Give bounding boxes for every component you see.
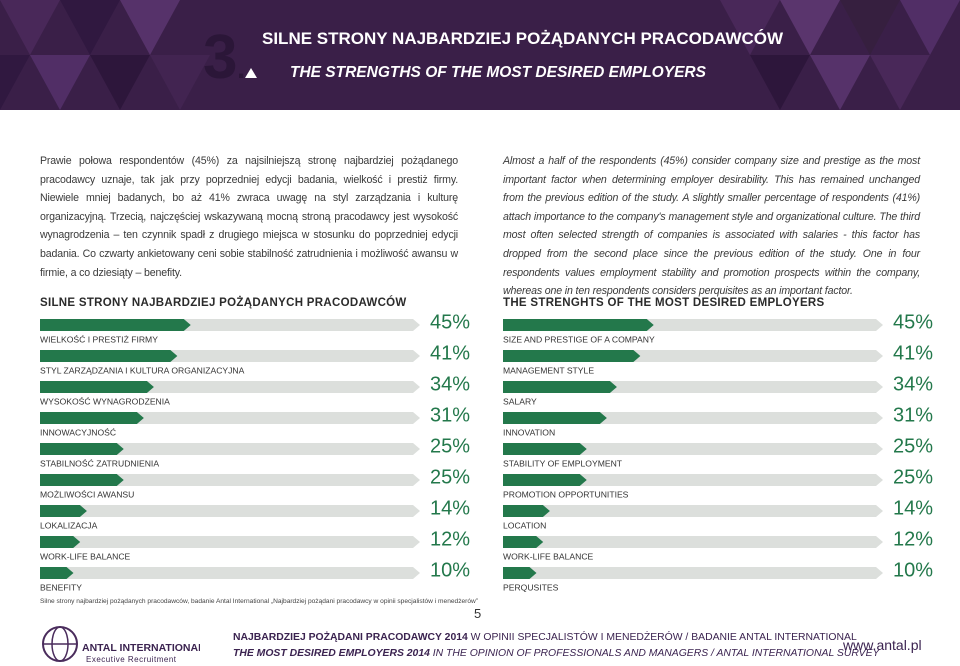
- title-en: THE STRENGTHS OF THE MOST DESIRED EMPLOY…: [290, 64, 707, 81]
- bar-track: [503, 505, 883, 517]
- bar-track: [40, 536, 420, 548]
- category-label: PERQUSITES: [503, 582, 559, 592]
- bar: [40, 474, 124, 486]
- value-label: 25%: [430, 466, 470, 488]
- value-label: 34%: [430, 373, 470, 395]
- value-label: 10%: [893, 559, 933, 581]
- footer-pl-bold: NAJBARDZIEJ POŻĄDANI PRACODAWCY 2014: [233, 632, 468, 643]
- bar: [503, 381, 617, 393]
- category-label: INNOVATION: [503, 427, 555, 437]
- category-label: SALARY: [503, 396, 537, 406]
- value-label: 12%: [893, 528, 933, 550]
- value-label: 10%: [430, 559, 470, 581]
- bar-chart: SILNE STRONY NAJBARDZIEJ POŻĄDANYCH PRAC…: [40, 296, 470, 592]
- category-label: STABILNOŚĆ ZATRUDNIENIA: [40, 457, 159, 468]
- chart-title: THE STRENGHTS OF THE MOST DESIRED EMPLOY…: [503, 297, 825, 309]
- value-label: 31%: [430, 404, 470, 426]
- bar: [503, 443, 587, 455]
- header-banner: 3 . SILNE STRONY NAJBARDZIEJ POŻĄDANYCH …: [0, 0, 960, 110]
- footer-pl-rest: W OPINII SPECJALISTÓW I MENEDŻERÓW / BAD…: [467, 632, 857, 643]
- bar: [40, 412, 144, 424]
- category-label: BENEFITY: [40, 582, 82, 592]
- value-label: 25%: [893, 435, 933, 457]
- category-label: WORK-LIFE BALANCE: [40, 551, 131, 561]
- value-label: 41%: [893, 342, 933, 364]
- triangle-icon: [245, 68, 257, 78]
- bar: [40, 536, 81, 548]
- category-label: WIELKOŚĆ I PRESTIŻ FIRMY: [40, 333, 158, 344]
- bar: [503, 536, 544, 548]
- bar-track: [40, 474, 420, 486]
- value-label: 12%: [430, 528, 470, 550]
- logo: ANTAL INTERNATIONAL Executive Recruitmen…: [42, 626, 200, 664]
- bar: [503, 319, 654, 331]
- category-label: STABILITY OF EMPLOYMENT: [503, 458, 623, 468]
- footer-line-en: THE MOST DESIRED EMPLOYERS 2014 IN THE O…: [233, 648, 879, 659]
- value-label: 14%: [430, 497, 470, 519]
- bar-track: [503, 474, 883, 486]
- value-label: 25%: [893, 466, 933, 488]
- value-label: 31%: [893, 404, 933, 426]
- banner-pattern: [0, 0, 960, 110]
- bar: [503, 505, 550, 517]
- bar: [40, 350, 178, 362]
- title-pl: SILNE STRONY NAJBARDZIEJ POŻĄDANYCH PRAC…: [262, 29, 784, 48]
- section-dot: .: [237, 52, 245, 85]
- category-label: PROMOTION OPPORTUNITIES: [503, 489, 629, 499]
- category-label: WORK-LIFE BALANCE: [503, 551, 594, 561]
- bar-track: [40, 505, 420, 517]
- category-label: LOKALIZACJA: [40, 520, 98, 530]
- bar: [40, 443, 124, 455]
- category-label: SIZE AND PRESTIGE OF A COMPANY: [503, 334, 655, 344]
- charts: SILNE STRONY NAJBARDZIEJ POŻĄDANYCH PRAC…: [40, 296, 933, 592]
- bar: [40, 567, 74, 579]
- bar: [503, 567, 537, 579]
- bar-track: [40, 443, 420, 455]
- page-number: 5: [474, 606, 482, 621]
- bar-track: [503, 443, 883, 455]
- source-note: Silne strony najbardziej pożądanych prac…: [40, 598, 479, 605]
- category-label: MOŻLIWOŚCI AWANSU: [40, 488, 134, 499]
- footer-en-rest: IN THE OPINION OF PROFESSIONALS AND MANA…: [429, 648, 880, 659]
- website: www.antal.pl: [843, 637, 922, 653]
- category-label: LOCATION: [503, 520, 546, 530]
- value-label: 25%: [430, 435, 470, 457]
- bar-track: [40, 567, 420, 579]
- intro-pl: Prawie połowa respondentów (45%) za najs…: [40, 155, 458, 279]
- bar-chart: THE STRENGHTS OF THE MOST DESIRED EMPLOY…: [503, 297, 933, 592]
- category-label: INNOWACYJNOŚĆ: [40, 426, 116, 437]
- bar: [40, 505, 87, 517]
- category-label: WYSOKOŚĆ WYNAGRODZENIA: [40, 395, 170, 406]
- bar: [503, 350, 641, 362]
- category-label: STYL ZARZĄDZANIA I KULTURA ORGANIZACYJNA: [40, 365, 245, 375]
- bar-track: [503, 536, 883, 548]
- value-label: 45%: [893, 311, 933, 333]
- bar: [40, 319, 191, 331]
- logo-tagline: Executive Recruitment: [86, 655, 177, 664]
- chart-title: SILNE STRONY NAJBARDZIEJ POŻĄDANYCH PRAC…: [40, 296, 407, 309]
- bar: [503, 412, 607, 424]
- section-number: 3: [203, 23, 237, 92]
- bar: [40, 381, 154, 393]
- bar-track: [503, 567, 883, 579]
- intro-en: Almost a half of the respondents (45%) c…: [503, 155, 920, 298]
- category-label: MANAGEMENT STYLE: [503, 365, 594, 375]
- footer-line-pl: NAJBARDZIEJ POŻĄDANI PRACODAWCY 2014 W O…: [233, 632, 857, 643]
- value-label: 45%: [430, 311, 470, 333]
- logo-name: ANTAL INTERNATIONAL: [82, 642, 200, 654]
- footer-en-bold: THE MOST DESIRED EMPLOYERS 2014: [233, 648, 430, 659]
- value-label: 41%: [430, 342, 470, 364]
- value-label: 14%: [893, 497, 933, 519]
- bar: [503, 474, 587, 486]
- value-label: 34%: [893, 373, 933, 395]
